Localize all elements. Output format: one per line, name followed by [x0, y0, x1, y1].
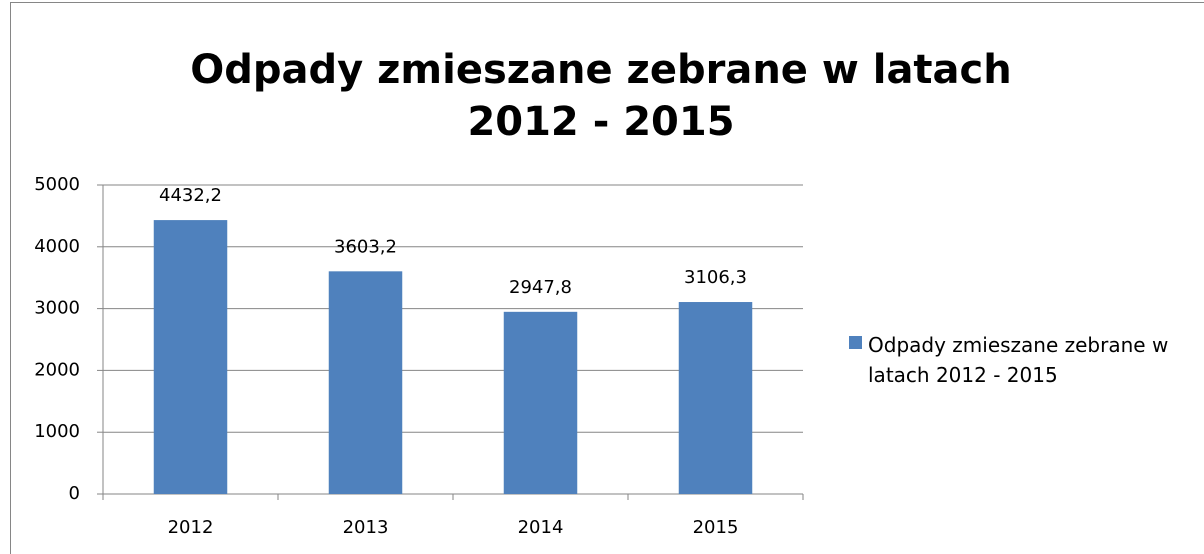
y-tick-label: 2000 [34, 359, 80, 380]
data-label: 3106,3 [684, 267, 747, 288]
bar [328, 271, 403, 494]
data-label: 4432,2 [159, 185, 222, 206]
data-label: 3603,2 [334, 236, 397, 257]
bar [153, 220, 228, 495]
legend-swatch [849, 336, 862, 349]
chart-frame [10, 2, 1204, 554]
legend-label: Odpady zmieszane zebrane w latach 2012 -… [868, 333, 1169, 387]
y-tick-label: 3000 [34, 298, 80, 319]
x-tick-label: 2013 [343, 517, 389, 538]
y-tick-label: 0 [69, 483, 80, 504]
y-tick-label: 4000 [34, 236, 80, 257]
data-label: 2947,8 [509, 277, 572, 298]
chart-title: Odpady zmieszane zebrane w latach 2012 -… [190, 47, 1012, 145]
x-tick-label: 2014 [518, 517, 564, 538]
bar [503, 311, 578, 494]
y-tick-label: 1000 [34, 421, 80, 442]
x-tick-label: 2015 [693, 517, 739, 538]
bar [678, 302, 753, 494]
x-tick-label: 2012 [168, 517, 214, 538]
y-tick-label: 5000 [34, 174, 80, 195]
